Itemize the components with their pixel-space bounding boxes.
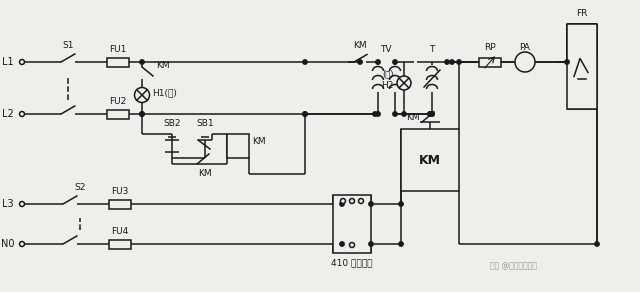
- Text: FR: FR: [576, 10, 588, 18]
- Text: H2: H2: [381, 81, 394, 90]
- Text: KM: KM: [419, 154, 441, 166]
- Circle shape: [19, 201, 24, 206]
- Circle shape: [358, 199, 364, 204]
- Bar: [333, 195, 371, 253]
- Bar: [109, 199, 131, 208]
- Text: 头条 @技成电工课堂: 头条 @技成电工课堂: [490, 261, 537, 270]
- Text: H1(绿): H1(绿): [152, 88, 177, 98]
- Text: A: A: [521, 57, 529, 67]
- Bar: [107, 58, 129, 67]
- Text: L1: L1: [3, 57, 14, 67]
- Circle shape: [402, 112, 406, 116]
- Circle shape: [340, 202, 344, 206]
- Circle shape: [140, 112, 144, 116]
- Text: KM: KM: [198, 168, 212, 178]
- Circle shape: [349, 242, 355, 248]
- Circle shape: [430, 112, 434, 116]
- Circle shape: [393, 112, 397, 116]
- Text: TV: TV: [380, 44, 392, 53]
- Bar: [567, 24, 597, 109]
- Text: L3: L3: [3, 199, 14, 209]
- Circle shape: [595, 242, 599, 246]
- Circle shape: [457, 60, 461, 64]
- Circle shape: [349, 199, 355, 204]
- Circle shape: [303, 112, 307, 116]
- Text: 410 型毫秒表: 410 型毫秒表: [332, 258, 372, 267]
- Text: T: T: [429, 44, 435, 53]
- Circle shape: [303, 112, 307, 116]
- Text: S1: S1: [62, 41, 74, 51]
- Circle shape: [430, 112, 434, 116]
- Circle shape: [428, 112, 432, 116]
- Circle shape: [19, 112, 24, 117]
- Circle shape: [428, 112, 432, 116]
- Text: S2: S2: [74, 183, 86, 192]
- Circle shape: [19, 60, 24, 65]
- Circle shape: [399, 242, 403, 246]
- Text: KM: KM: [252, 136, 266, 145]
- Circle shape: [393, 60, 397, 64]
- Circle shape: [140, 112, 144, 116]
- Text: FU2: FU2: [109, 98, 127, 107]
- Circle shape: [134, 88, 150, 102]
- Circle shape: [445, 60, 449, 64]
- Text: KM: KM: [353, 41, 367, 51]
- Circle shape: [358, 60, 362, 64]
- Bar: [109, 239, 131, 248]
- Circle shape: [369, 242, 373, 246]
- Circle shape: [399, 202, 403, 206]
- Text: KM: KM: [406, 112, 420, 121]
- Bar: [479, 58, 501, 67]
- Text: FU1: FU1: [109, 46, 127, 55]
- Bar: [227, 134, 249, 158]
- Text: N0: N0: [1, 239, 14, 249]
- Text: PA: PA: [520, 44, 531, 53]
- Circle shape: [376, 112, 380, 116]
- Text: L2: L2: [3, 109, 14, 119]
- Circle shape: [372, 112, 377, 116]
- Circle shape: [369, 202, 373, 206]
- Circle shape: [515, 52, 535, 72]
- Circle shape: [140, 60, 144, 64]
- Text: FU3: FU3: [111, 187, 129, 197]
- Circle shape: [303, 60, 307, 64]
- Text: RP: RP: [484, 44, 496, 53]
- Bar: [401, 129, 459, 191]
- Text: (红): (红): [383, 69, 394, 79]
- Text: KM: KM: [156, 60, 170, 69]
- Circle shape: [376, 60, 380, 64]
- Circle shape: [340, 242, 344, 246]
- Circle shape: [450, 60, 454, 64]
- Text: SB2: SB2: [163, 119, 180, 128]
- Bar: [107, 110, 129, 119]
- Circle shape: [397, 76, 411, 90]
- Circle shape: [564, 60, 569, 64]
- Circle shape: [340, 199, 346, 204]
- Circle shape: [19, 241, 24, 246]
- Text: FU4: FU4: [111, 227, 129, 237]
- Text: SB1: SB1: [196, 119, 214, 128]
